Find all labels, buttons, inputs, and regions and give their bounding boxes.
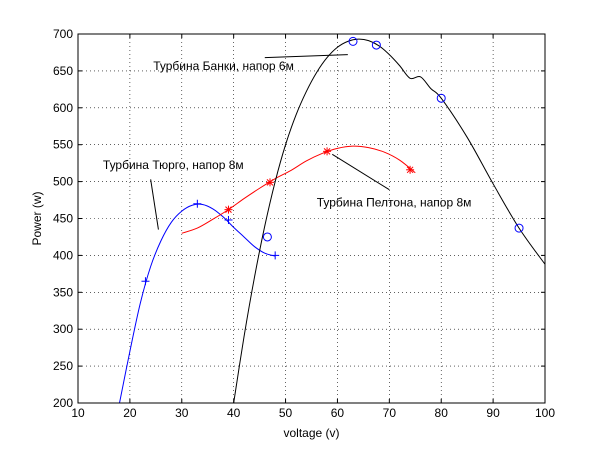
- y-tick-label: 550: [53, 138, 73, 152]
- x-tick-label: 40: [227, 406, 241, 420]
- y-tick-label: 650: [53, 64, 73, 78]
- series-2-point: [348, 36, 358, 46]
- x-tick-label: 20: [123, 406, 137, 420]
- x-tick-label: 80: [435, 406, 449, 420]
- x-tick-label: 90: [486, 406, 500, 420]
- series-1-point: [406, 165, 415, 174]
- series-2-point: [262, 232, 272, 242]
- series-1-point: [265, 178, 274, 187]
- series-0-point: [141, 277, 150, 286]
- y-tick-label: 250: [53, 359, 73, 373]
- series-2-point: [514, 223, 524, 233]
- series-1-point: [224, 205, 233, 214]
- y-tick-label: 200: [53, 396, 73, 410]
- annotations: Турбина Банки, напор 6м Турбина Тюрго, на…: [103, 54, 472, 230]
- y-tick-label: 300: [53, 322, 73, 336]
- grid: [78, 34, 545, 403]
- x-tick-label: 30: [175, 406, 189, 420]
- series-2-point: [371, 40, 381, 50]
- y-tick-label: 350: [53, 285, 73, 299]
- annotation-pointer-line: [331, 153, 390, 191]
- annotation-label: Турбина Пелтона, напор 8м: [317, 196, 472, 210]
- series-markers: [141, 36, 524, 286]
- series-2-line: [233, 38, 545, 403]
- annotation-pointer-line: [264, 54, 348, 59]
- x-tick-label: 10: [71, 406, 85, 420]
- annotation-pointer-line: [150, 179, 159, 230]
- y-axis-label: Power (w): [30, 191, 44, 245]
- series-1-line: [181, 145, 416, 234]
- y-tick-label: 400: [53, 248, 73, 262]
- series-0-point: [224, 215, 233, 224]
- series-0-point: [193, 199, 202, 208]
- x-tick-label: 70: [383, 406, 397, 420]
- y-tick-label: 600: [53, 101, 73, 115]
- y-tick-label: 450: [53, 212, 73, 226]
- series-1-point: [323, 147, 332, 156]
- x-tick-label: 60: [331, 406, 345, 420]
- y-tick-label: 700: [53, 27, 73, 41]
- axis-ticks: 10 20 30 40 50 60 70 80 90 100 200 250 300 350 400 450 5…: [53, 27, 555, 420]
- annotation-label: Турбина Банки, напор 6м: [153, 59, 294, 73]
- x-axis-label: voltage (v): [283, 426, 339, 440]
- y-tick-label: 500: [53, 175, 73, 189]
- x-tick-label: 50: [279, 406, 293, 420]
- series-0-point: [271, 251, 280, 260]
- series-2-point: [436, 93, 446, 103]
- annotation-label: Турбина Тюрго, напор 8м: [103, 158, 244, 172]
- x-tick-label: 100: [535, 406, 555, 420]
